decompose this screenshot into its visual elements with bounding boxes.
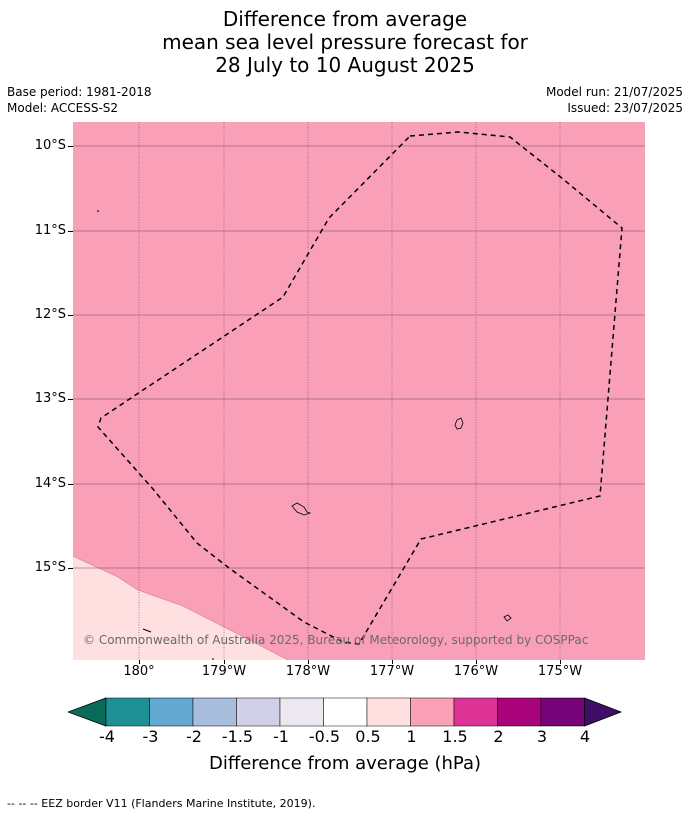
eez-border — [97, 131, 623, 645]
lon-label-175w: 175°W — [537, 664, 583, 679]
lat-tick — [68, 484, 73, 485]
lon-label-177w: 177°W — [369, 664, 415, 679]
lat-label-13s: 13°S — [34, 391, 66, 406]
lon-tick — [392, 660, 393, 664]
title-line-3: 28 July to 10 August 2025 — [215, 53, 475, 77]
colorbar-tick-label: -4 — [99, 727, 115, 746]
lat-label-15s: 15°S — [34, 560, 66, 575]
title-line-2: mean sea level pressure forecast for — [162, 30, 528, 54]
lon-tick — [560, 660, 561, 664]
lon-label-176w: 176°W — [453, 664, 499, 679]
copyright-notice: © Commonwealth of Australia 2025, Bureau… — [83, 633, 589, 647]
model-run: Model run: 21/07/2025 — [545, 85, 683, 99]
lat-tick — [68, 568, 73, 569]
colorbar-bin — [497, 697, 542, 727]
islands — [97, 210, 512, 660]
colorbar-bin — [540, 697, 585, 727]
lat-label-12s: 12°S — [34, 307, 66, 322]
colorbar-over-arrow — [584, 697, 623, 727]
colorbar-tick-label: -1 — [273, 727, 289, 746]
title-line-1: Difference from average — [222, 7, 468, 31]
colorbar-tick-label: 1.5 — [442, 727, 468, 746]
colorbar-bin — [453, 697, 498, 727]
lon-label-178w: 178°W — [285, 664, 331, 679]
colorbar-tick-label: 0.5 — [355, 727, 381, 746]
colorbar-bin — [323, 697, 368, 727]
colorbar-tick-label: -3 — [142, 727, 159, 746]
lon-label-180: 180° — [123, 664, 155, 679]
colorbar-tick-label: 1 — [406, 727, 417, 746]
island — [291, 502, 312, 516]
colorbar-bin — [410, 697, 455, 727]
lon-tick — [308, 660, 309, 664]
colorbar-tick-label: -1.5 — [221, 727, 254, 746]
metadata-right: Model run: 21/07/2025 Issued: 23/07/2025 — [546, 84, 683, 116]
lat-tick — [68, 315, 73, 316]
island — [454, 417, 464, 430]
colorbar-tick-label: -0.5 — [308, 727, 341, 746]
island — [142, 628, 152, 633]
colorbar — [68, 697, 623, 727]
anomaly-fill-lower-contour — [73, 556, 288, 660]
island — [97, 210, 99, 212]
colorbar-tick-label: 3 — [536, 727, 548, 746]
lon-tick — [224, 660, 225, 664]
colorbar-bin — [105, 697, 150, 727]
colorbar-tick-label: 2 — [493, 727, 504, 746]
lat-tick — [68, 231, 73, 232]
metadata-left: Base period: 1981-2018 Model: ACCESS-S2 — [7, 84, 152, 116]
lat-label-14s: 14°S — [34, 476, 66, 491]
lat-label-11s: 11°S — [34, 223, 66, 238]
lon-label-179w: 179°W — [201, 664, 247, 679]
anomaly-fill-main — [73, 122, 645, 660]
colorbar-tick-label: -2 — [186, 727, 202, 746]
colorbar-under-arrow — [68, 697, 107, 727]
colorbar-bin — [149, 697, 194, 727]
map-title: Difference from average mean sea level p… — [0, 8, 690, 77]
lat-tick — [68, 399, 73, 400]
colorbar-bin — [236, 697, 281, 727]
colorbar-bin — [279, 697, 324, 727]
colorbar-title: Difference from average (hPa) — [208, 753, 482, 774]
map-plot — [73, 122, 645, 660]
colorbar-bin — [192, 697, 237, 727]
island — [503, 614, 512, 622]
lat-tick — [68, 146, 73, 147]
colorbar-tick-label: 4 — [579, 727, 591, 746]
base-period: Base period: 1981-2018 — [7, 85, 152, 99]
colorbar-bin — [366, 697, 411, 727]
issued-date: Issued: 23/07/2025 — [567, 101, 683, 115]
graticule — [73, 122, 645, 660]
lat-label-10s: 10°S — [34, 138, 66, 153]
model-name: Model: ACCESS-S2 — [7, 101, 119, 115]
contour-line — [73, 555, 289, 660]
eez-legend-note: -- -- -- EEZ border V11 (Flanders Marine… — [7, 797, 316, 810]
lon-tick — [476, 660, 477, 664]
lon-tick — [139, 660, 140, 664]
